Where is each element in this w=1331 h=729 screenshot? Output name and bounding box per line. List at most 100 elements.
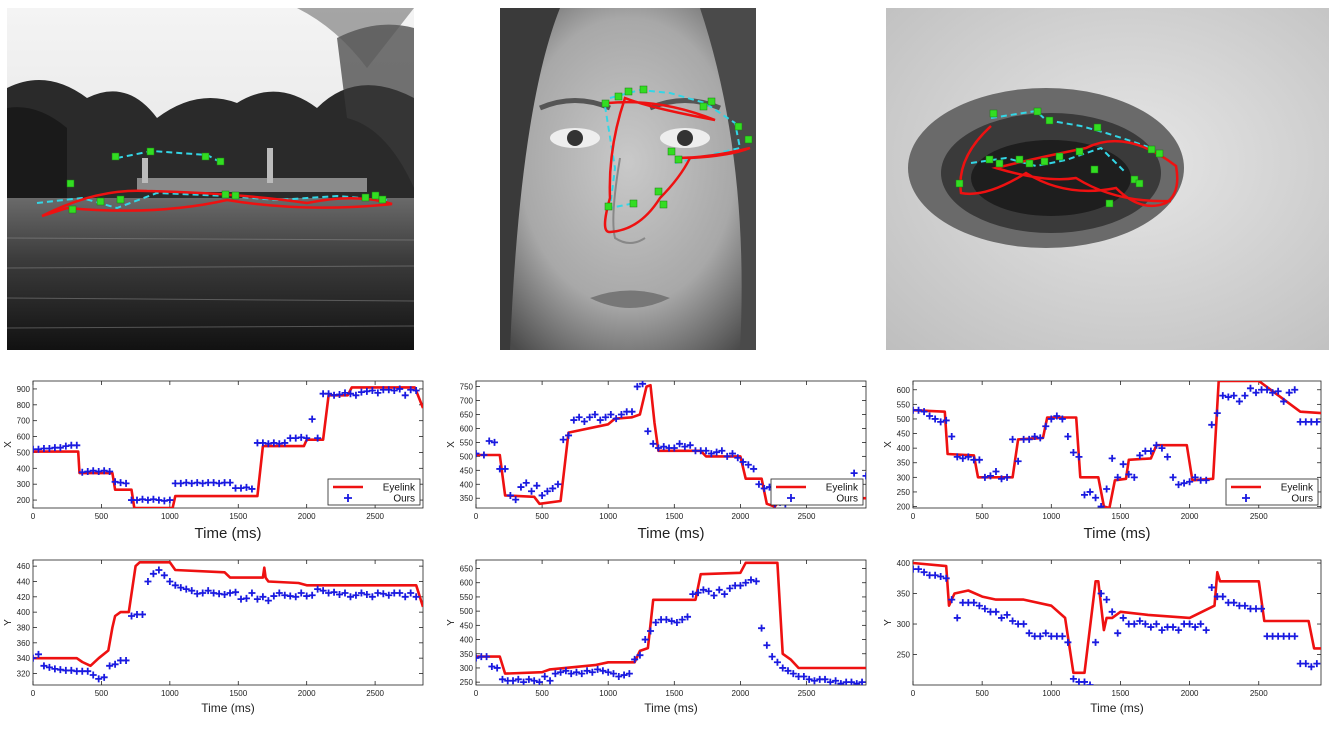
ours-data-point	[33, 654, 37, 662]
ours-data-point	[1103, 596, 1111, 604]
ours-data-point	[396, 589, 404, 597]
ours-data-point	[412, 593, 420, 601]
ours-data-point	[253, 595, 261, 603]
ours-data-point	[122, 479, 130, 487]
x-tick-label: 500	[535, 512, 549, 521]
ours-data-point	[1191, 473, 1199, 481]
ours-data-point	[546, 677, 554, 685]
ours-data-point	[368, 387, 376, 395]
ours-data-point	[155, 566, 163, 574]
x-axis-label: Time (ms)	[201, 701, 255, 715]
ours-data-point	[106, 467, 114, 475]
y-tick-label: 340	[17, 654, 31, 663]
ours-data-point	[1092, 494, 1100, 502]
ours-data-point	[501, 465, 509, 473]
ours-data-point	[1186, 620, 1194, 628]
ours-data-point	[1258, 605, 1266, 613]
legend-box	[770, 478, 864, 506]
legend-ours-swatch	[344, 494, 352, 502]
y-position-chart-3: 0 500 1000 1500 2000 2500 250 300 350 400 Y Time (m…	[880, 555, 1330, 723]
x-position-chart-1: 0 500 1000 1500 2000 2500 200 300 400 500 600 700 80…	[0, 376, 430, 542]
ours-data-point	[242, 483, 250, 491]
ours-data-point	[609, 670, 617, 678]
ours-data-point	[40, 662, 48, 670]
ours-data-point	[721, 590, 729, 598]
y-position-chart-2: 0 500 1000 1500 2000 2500 250 300 350 400 450 500 55…	[443, 555, 873, 723]
y-tick-label: 350	[460, 494, 474, 503]
x-tick-label: 1500	[229, 512, 247, 521]
ours-data-point	[1241, 392, 1249, 400]
series-group	[913, 561, 1321, 685]
x-tick-label: 0	[474, 689, 479, 698]
ours-data-point	[1263, 386, 1271, 394]
ours-data-point	[915, 565, 923, 573]
ours-data-point	[800, 672, 808, 680]
ours-data-point	[572, 668, 580, 676]
x-tick-label: 2000	[1181, 512, 1199, 521]
x-tick-label: 0	[911, 689, 916, 698]
y-tick-label: 400	[897, 559, 911, 568]
ours-data-point	[34, 650, 42, 658]
x-tick-label: 500	[95, 689, 109, 698]
x-position-chart-3: 0 500 1000 1500 2000 2500 200 250 300 350 400 450 50…	[880, 376, 1330, 542]
ours-data-point	[401, 391, 409, 399]
ours-data-point	[931, 571, 939, 579]
ours-data-point	[480, 451, 488, 459]
ours-data-point	[73, 441, 81, 449]
ours-data-point	[562, 667, 570, 675]
ours-data-point	[1130, 473, 1138, 481]
ours-data-point	[498, 675, 506, 683]
ours-data-point	[330, 588, 338, 596]
ours-data-point	[726, 584, 734, 592]
ours-data-point	[111, 660, 119, 668]
ours-data-point	[232, 588, 240, 596]
legend-eyelink-label: Eyelink	[383, 483, 416, 494]
x-tick-label: 1500	[665, 512, 683, 521]
ours-data-point	[1042, 629, 1050, 637]
ours-data-point	[604, 668, 612, 676]
ours-data-point	[588, 668, 596, 676]
ours-data-point	[723, 452, 731, 460]
drain-photo	[886, 8, 1329, 350]
ours-data-point	[578, 670, 586, 678]
ours-data-point	[620, 671, 628, 679]
series-group	[476, 561, 866, 685]
ours-data-point	[1119, 460, 1127, 468]
ours-data-point	[509, 677, 517, 685]
ours-data-point	[84, 667, 92, 675]
ours-data-point	[379, 590, 387, 598]
ours-data-point	[160, 571, 168, 579]
y-tick-label: 500	[17, 448, 31, 457]
ours-data-point	[1202, 626, 1210, 634]
y-tick-label: 350	[460, 650, 474, 659]
ours-data-point	[821, 675, 829, 683]
x-tick-label: 2000	[298, 512, 316, 521]
y-tick-label: 550	[460, 438, 474, 447]
eyelink-series-line	[476, 383, 866, 508]
ours-data-point	[491, 438, 499, 446]
ours-data-point	[992, 468, 1000, 476]
y-tick-label: 250	[897, 488, 911, 497]
y-tick-label: 250	[897, 651, 911, 660]
ours-data-point	[1246, 384, 1254, 392]
ours-data-point	[1042, 422, 1050, 430]
ours-data-point	[586, 413, 594, 421]
ours-data-point	[570, 416, 578, 424]
ours-data-point	[1219, 593, 1227, 601]
x-tick-label: 2500	[798, 512, 816, 521]
eyelink-series-line	[33, 386, 423, 508]
ours-data-point	[1186, 478, 1194, 486]
ours-data-point	[199, 589, 207, 597]
ours-data-point	[953, 614, 961, 622]
y-tick-label: 400	[17, 608, 31, 617]
ours-data-point	[1097, 503, 1105, 508]
ours-data-point	[1158, 626, 1166, 634]
ours-data-point	[385, 591, 393, 599]
ours-data-point	[485, 437, 493, 445]
ours-data-point	[56, 444, 64, 452]
ours-data-point	[649, 440, 657, 448]
ours-data-point	[1202, 476, 1210, 484]
face-photo	[500, 8, 756, 350]
ours-data-point	[1197, 620, 1205, 628]
y-tick-label: 500	[897, 415, 911, 424]
